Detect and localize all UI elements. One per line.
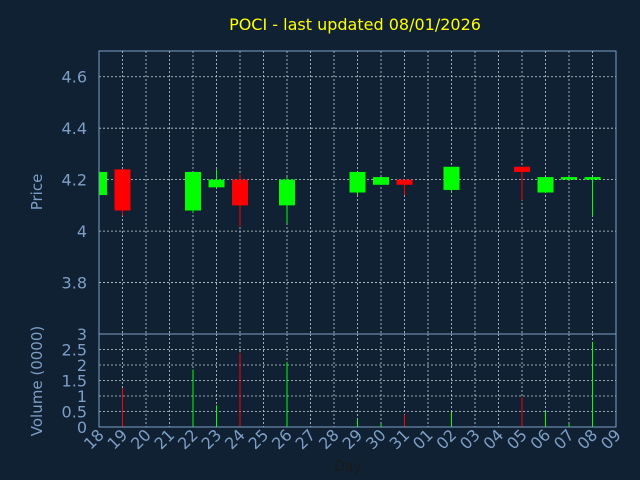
volume-y-tick-label: 3 — [77, 325, 87, 344]
candle-body — [208, 179, 225, 188]
candle-body — [584, 177, 601, 180]
candle-body — [561, 177, 577, 180]
price-y-ticks: 3.8 4 4.2 4.4 4.6 — [62, 68, 87, 293]
candle-body — [373, 177, 389, 185]
volume-axis-label: Volume (0000) — [28, 326, 46, 436]
volume-gridlines — [99, 334, 616, 427]
volume-y-tick-label: 1 — [77, 387, 87, 406]
chart-title: POCI - last updated 08/01/2026 — [229, 15, 481, 34]
volume-y-ticks: 00.511.522.53 — [62, 325, 87, 437]
x-axis-ticks: 1819202122232425262728293031010203040506… — [80, 425, 625, 453]
volume-y-tick-label: 0.5 — [62, 403, 87, 422]
volume-y-tick-label: 2 — [77, 356, 87, 375]
candlesticks — [98, 166, 601, 226]
x-axis-label: Day — [334, 459, 362, 475]
candle-body — [514, 166, 530, 172]
volume-bars — [122, 341, 593, 427]
candle-body — [537, 177, 554, 193]
candle-body — [114, 169, 131, 211]
candle-body — [443, 166, 460, 190]
price-axis-label: Price — [28, 174, 46, 211]
price-y-tick-label: 4.4 — [62, 119, 87, 138]
price-y-tick-label: 4 — [77, 222, 87, 241]
volume-panel-frame — [98, 333, 617, 428]
x-tick-label: 09 — [597, 425, 625, 453]
price-y-tick-label: 4.2 — [62, 171, 87, 190]
candle-body — [396, 179, 413, 185]
volume-y-tick-label: 0 — [77, 418, 87, 437]
candle-body — [232, 179, 248, 206]
price-y-tick-label: 3.8 — [62, 274, 87, 293]
candle-body — [279, 179, 295, 206]
price-y-tick-label: 4.6 — [62, 68, 87, 87]
candle-body — [99, 171, 107, 196]
volume-y-tick-label: 1.5 — [62, 372, 87, 391]
candle-body — [349, 171, 366, 193]
volume-y-tick-label: 2.5 — [62, 341, 87, 360]
candle-body — [185, 171, 201, 211]
